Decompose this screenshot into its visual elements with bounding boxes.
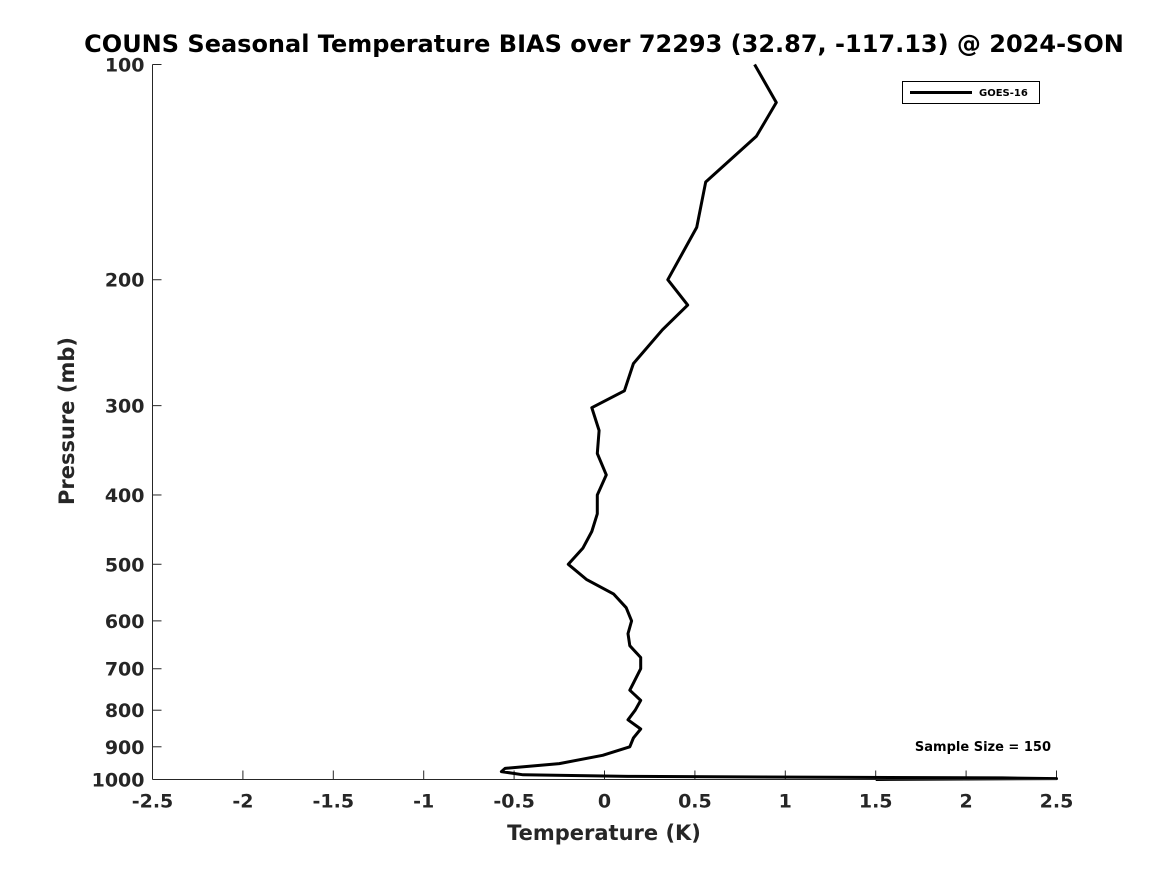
series-line-goes-16 xyxy=(499,63,1058,781)
y-tick-label: 900 xyxy=(105,737,145,759)
x-tick-label: 0.5 xyxy=(678,791,712,813)
x-tick-label: -1 xyxy=(413,791,434,813)
legend: GOES-16 xyxy=(902,81,1040,104)
y-tick-label: 100 xyxy=(105,55,145,77)
y-axis: 100 200 300 400 500 600 700 800 900 1000 xyxy=(92,55,162,792)
y-tick-label: 500 xyxy=(105,554,145,576)
plot-area xyxy=(152,64,1057,780)
y-tick-label: 800 xyxy=(105,700,145,722)
y-tick-label: 400 xyxy=(105,485,145,507)
chart-title: COUNS Seasonal Temperature BIAS over 722… xyxy=(84,30,1124,58)
y-tick-label: 600 xyxy=(105,611,145,633)
y-tick-label: 200 xyxy=(105,270,145,292)
x-tick-label: -2 xyxy=(232,791,253,813)
legend-label: GOES-16 xyxy=(979,88,1028,99)
x-tick-label: 2.5 xyxy=(1040,791,1074,813)
x-axis: -2.5 -2 -1.5 -1 -0.5 0 0.5 1 1.5 2 2.5 xyxy=(132,770,1074,813)
x-tick-label: -2.5 xyxy=(132,791,174,813)
y-tick-label: 300 xyxy=(105,396,145,418)
y-tick-label: 1000 xyxy=(92,770,145,792)
x-tick-label: 2 xyxy=(959,791,972,813)
x-axis-label: Temperature (K) xyxy=(507,821,701,845)
x-tick-label: 1.5 xyxy=(859,791,893,813)
x-tick-label: 1 xyxy=(779,791,792,813)
x-tick-label: 0 xyxy=(598,791,611,813)
y-tick-label: 700 xyxy=(105,659,145,681)
y-axis-label: Pressure (mb) xyxy=(55,337,79,505)
x-tick-label: -0.5 xyxy=(493,791,535,813)
sample-size-annotation: Sample Size = 150 xyxy=(915,740,1051,755)
x-tick-label: -1.5 xyxy=(313,791,355,813)
